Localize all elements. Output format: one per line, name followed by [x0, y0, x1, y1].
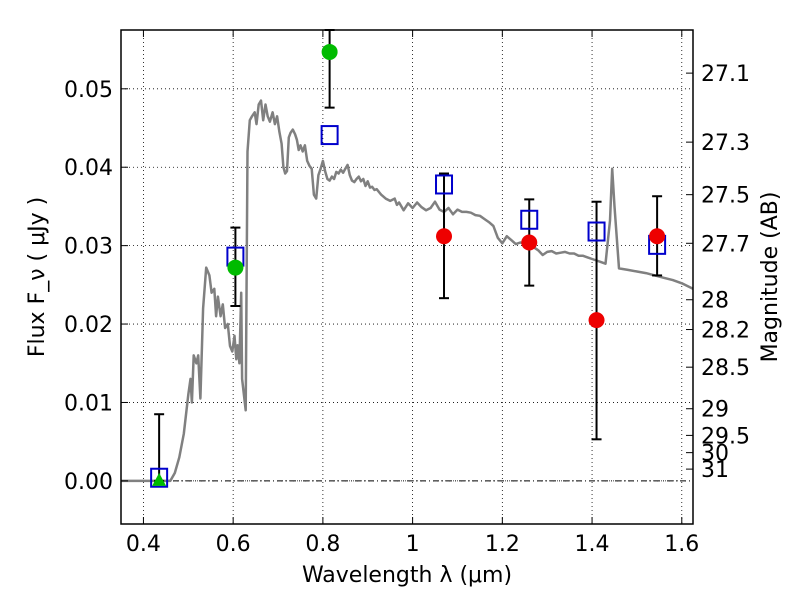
x-tick-label: 0.4 [126, 532, 161, 557]
observed-red-point [649, 228, 666, 245]
photometry-markers [150, 43, 667, 488]
x-tick-label: 1.4 [575, 532, 610, 557]
mag-tick-label: 31 [701, 458, 729, 483]
observed-limit-triangle [152, 472, 167, 486]
x-tick-label: 1 [406, 532, 420, 557]
model-photometry-square [320, 125, 339, 146]
y-tick-label: 0.02 [64, 313, 113, 338]
y-tick-label: 0.00 [64, 470, 113, 495]
y-tick-label: 0.03 [64, 235, 113, 260]
mag-tick-label: 27.5 [701, 184, 750, 209]
mag-tick-label: 29.5 [701, 424, 750, 449]
y-tick-label: 0.04 [64, 156, 113, 181]
x-axis-title: Wavelength λ (μm) [302, 563, 512, 588]
model-photometry-square [435, 174, 454, 195]
model-photometry-square [587, 221, 606, 242]
x-tick-label: 1.2 [485, 532, 520, 557]
axis-ticks: 0.4 0.6 0.8 1 1.2 1.4 1.6 0.00 0.01 0.02 0.03 0.04 0… [64, 30, 750, 557]
observed-red-point [436, 228, 453, 245]
mag-tick-label: 28.5 [701, 356, 750, 381]
x-tick-label: 0.8 [305, 532, 340, 557]
grid-lines [121, 30, 693, 524]
observed-red-point [521, 234, 538, 251]
template-sed-line [121, 99, 693, 483]
y2-axis-title: Magnitude (AB) [758, 192, 783, 363]
y-tick-label: 0.05 [64, 78, 113, 103]
observed-red-point [588, 312, 605, 329]
mag-tick-label: 30 [701, 442, 729, 467]
mag-tick-label: 28.2 [701, 319, 750, 344]
mag-tick-label: 27.1 [701, 62, 750, 87]
model-photometry-square [520, 209, 539, 230]
y-axis-title: Flux F_ν ( μJy ) [25, 197, 50, 357]
plot-frame [120, 29, 694, 525]
mag-tick-label: 28 [701, 289, 729, 314]
observed-green-point [321, 43, 338, 60]
error-bars [154, 29, 663, 482]
template-sed-layer [121, 99, 693, 483]
observed-green-point [227, 259, 244, 276]
mag-tick-label: 27.7 [701, 232, 750, 257]
model-photometry-square [150, 467, 169, 488]
mag-tick-label: 27.3 [701, 131, 750, 156]
x-tick-label: 1.6 [664, 532, 699, 557]
mag-tick-label: 29 [701, 398, 729, 423]
x-tick-label: 0.6 [216, 532, 251, 557]
y-tick-label: 0.01 [64, 391, 113, 416]
